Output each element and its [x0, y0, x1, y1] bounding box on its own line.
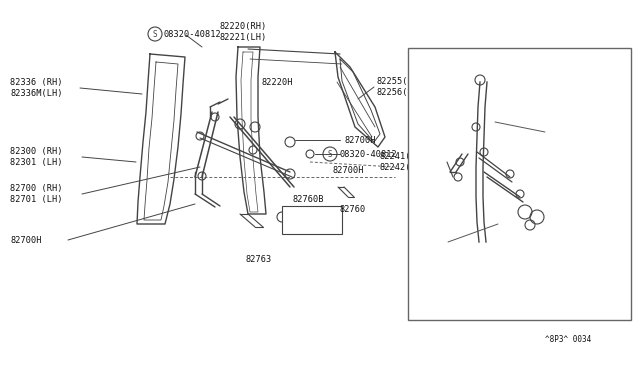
- Text: FOR POWER WINDOW: FOR POWER WINDOW: [420, 58, 506, 67]
- Text: 82730(RH)
82731 (LH): 82730(RH) 82731 (LH): [422, 230, 474, 250]
- Text: 82241(RH)
82242(LH): 82241(RH) 82242(LH): [380, 152, 428, 172]
- Text: 82763: 82763: [245, 256, 271, 264]
- Bar: [282, 206, 342, 234]
- Text: 08320-40812: 08320-40812: [164, 29, 221, 38]
- Text: 82220(RH)
82221(LH): 82220(RH) 82221(LH): [220, 22, 268, 42]
- Text: S: S: [153, 29, 157, 38]
- Text: 82700H: 82700H: [345, 135, 376, 144]
- Text: 82336 (RH)
82336M(LH): 82336 (RH) 82336M(LH): [10, 78, 63, 98]
- Text: 82255(RH)
82256(LH): 82255(RH) 82256(LH): [377, 77, 424, 97]
- Text: 82700 (RH)
82701 (LH): 82700 (RH) 82701 (LH): [10, 184, 63, 204]
- Text: ^8P3^ 0034: ^8P3^ 0034: [545, 336, 591, 344]
- Text: 82700H: 82700H: [333, 166, 365, 174]
- Text: 82760: 82760: [340, 205, 366, 214]
- Text: 08320-40812: 08320-40812: [340, 150, 397, 158]
- Text: 82220H: 82220H: [262, 77, 294, 87]
- Text: 82700H: 82700H: [10, 235, 42, 244]
- Text: S: S: [328, 150, 332, 158]
- Text: 82760B: 82760B: [293, 195, 324, 203]
- Bar: [408, 48, 631, 320]
- Text: 82300 (RH)
82301 (LH): 82300 (RH) 82301 (LH): [10, 147, 63, 167]
- Text: 82700 (RH)
82701 (LH): 82700 (RH) 82701 (LH): [547, 114, 600, 134]
